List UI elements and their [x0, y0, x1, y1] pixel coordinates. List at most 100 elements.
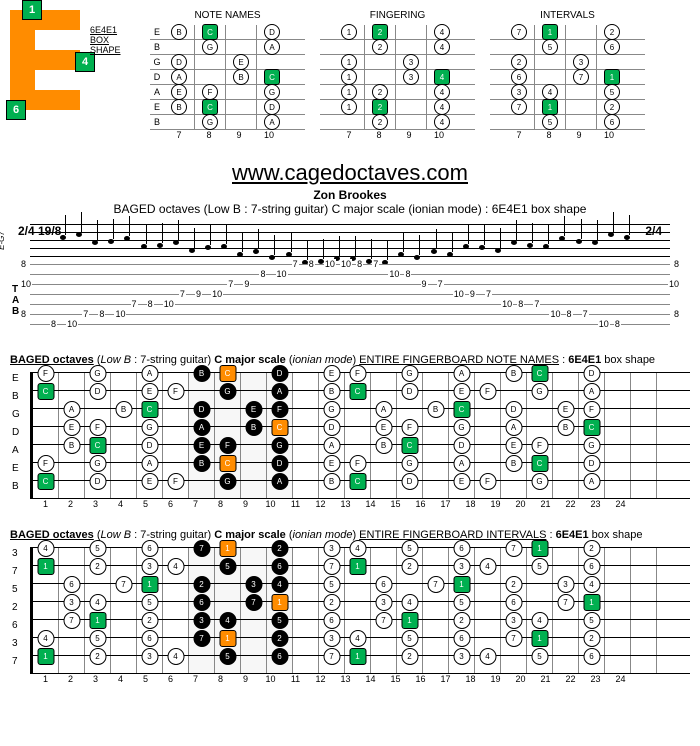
fret-dot: 5 [271, 612, 288, 629]
time-signature-2: 2/4 [645, 224, 662, 238]
fret-dot: 6 [271, 558, 288, 575]
fret-dot: 5 [583, 612, 600, 629]
fret-dot: C [453, 401, 470, 418]
fret-dot: D [171, 54, 187, 70]
note [495, 248, 501, 253]
fret-dot: C [37, 383, 54, 400]
logo-label: 6E4E1 BOX SHAPE [90, 25, 121, 55]
e-shape-logo: 1 4 6 6E4E1 BOX SHAPE [10, 10, 130, 110]
fret-dot: F [202, 84, 218, 100]
fret-dot: D [401, 383, 418, 400]
fret-dot: 6 [583, 648, 600, 665]
fret-dot: 1 [341, 69, 357, 85]
fret-dot: E [323, 455, 340, 472]
fret-dot: G [89, 455, 106, 472]
fret-dot: 5 [542, 114, 558, 130]
fret-dot: C [219, 455, 236, 472]
fret-dot: 7 [63, 612, 80, 629]
fret-dot: 4 [349, 630, 366, 647]
note [592, 240, 598, 245]
fret-dot: 7 [505, 540, 522, 557]
fret-dot: B [557, 419, 574, 436]
fret-dot: D [323, 419, 340, 436]
string-tuning: G [12, 409, 20, 420]
fret-dot: C [202, 99, 218, 115]
fret-dot: 5 [531, 558, 548, 575]
tab-number: 10 [66, 319, 78, 329]
fret-dot: 1 [341, 24, 357, 40]
fret-dot: E [557, 401, 574, 418]
fret-dot: 6 [511, 69, 527, 85]
fret-dot: A [193, 419, 210, 436]
tab-number: 7 [227, 279, 234, 289]
fret-dot: G [401, 455, 418, 472]
fret-dot: C [271, 419, 288, 436]
fret-dot: 1 [531, 540, 548, 557]
fret-dot: C [531, 455, 548, 472]
fret-dot: A [453, 365, 470, 382]
fret-dot: 3 [245, 576, 262, 593]
fret-dot: E [171, 84, 187, 100]
fret-dot: G [219, 473, 236, 490]
fret-dot: 3 [403, 54, 419, 70]
fret-dot: B [505, 365, 522, 382]
fret-dot: D [89, 383, 106, 400]
fret-dot: 5 [542, 39, 558, 55]
note [318, 259, 324, 264]
fret-dot: 2 [372, 99, 388, 115]
fret-dot: C [349, 383, 366, 400]
fret-dot: G [271, 437, 288, 454]
string-tuning: 5 [12, 584, 18, 595]
fret-dot: E [193, 437, 210, 454]
fret-dot: C [349, 473, 366, 490]
fret-dot: 2 [505, 576, 522, 593]
tab-number: 10 [549, 309, 561, 319]
tab-number: 8 [566, 309, 573, 319]
fret-dot: 1 [531, 630, 548, 647]
fret-dot: 1 [271, 594, 288, 611]
fret-dot: 1 [341, 99, 357, 115]
fret-dot: E [233, 54, 249, 70]
tab-number: 9 [195, 289, 202, 299]
fret-dot: 7 [511, 24, 527, 40]
note [253, 249, 259, 254]
string-tuning: 3 [12, 638, 18, 649]
fret-dot: 7 [245, 594, 262, 611]
fret-dot: 3 [193, 612, 210, 629]
fret-dot: D [583, 365, 600, 382]
fret-dot: 7 [557, 594, 574, 611]
staff: 19/8 2/4 2/4 [30, 224, 670, 264]
note [92, 240, 98, 245]
tab-number: 9 [469, 289, 476, 299]
tab-label: TAB [12, 284, 19, 317]
note [141, 244, 147, 249]
fret-dot: D [141, 437, 158, 454]
fret-dot: F [167, 473, 184, 490]
tremolo-label: E-G7 [0, 231, 6, 250]
string-tuning: A [12, 445, 19, 456]
fret-dot: C [89, 437, 106, 454]
tab-number: 7 [179, 289, 186, 299]
tab-number: 7 [533, 299, 540, 309]
fret-dot: 5 [219, 558, 236, 575]
fret-dot: 6 [63, 576, 80, 593]
fret-dot: 2 [401, 558, 418, 575]
tab-number: 10 [276, 269, 288, 279]
string-tuning: D [12, 427, 19, 438]
fret-dot: 2 [89, 558, 106, 575]
tab-number: 7 [82, 309, 89, 319]
fret-dot: F [37, 455, 54, 472]
tab-number: 7 [131, 299, 138, 309]
fret-dot: 5 [401, 630, 418, 647]
fret-dot: 3 [403, 69, 419, 85]
notation-block: E-G7 19/8 2/4 2/4 TAB 810881088107810781… [10, 224, 690, 334]
fret-dot: F [167, 383, 184, 400]
fret-dot: 3 [63, 594, 80, 611]
fret-dot: 3 [511, 84, 527, 100]
tab-number: 8 [50, 319, 57, 329]
fret-dot: 2 [372, 84, 388, 100]
fret-dot: D [271, 365, 288, 382]
fingerboard-title: BAGED octaves (Low B : 7-string guitar) … [10, 354, 690, 366]
fret-dot: C [37, 473, 54, 490]
fret-dot: A [141, 365, 158, 382]
